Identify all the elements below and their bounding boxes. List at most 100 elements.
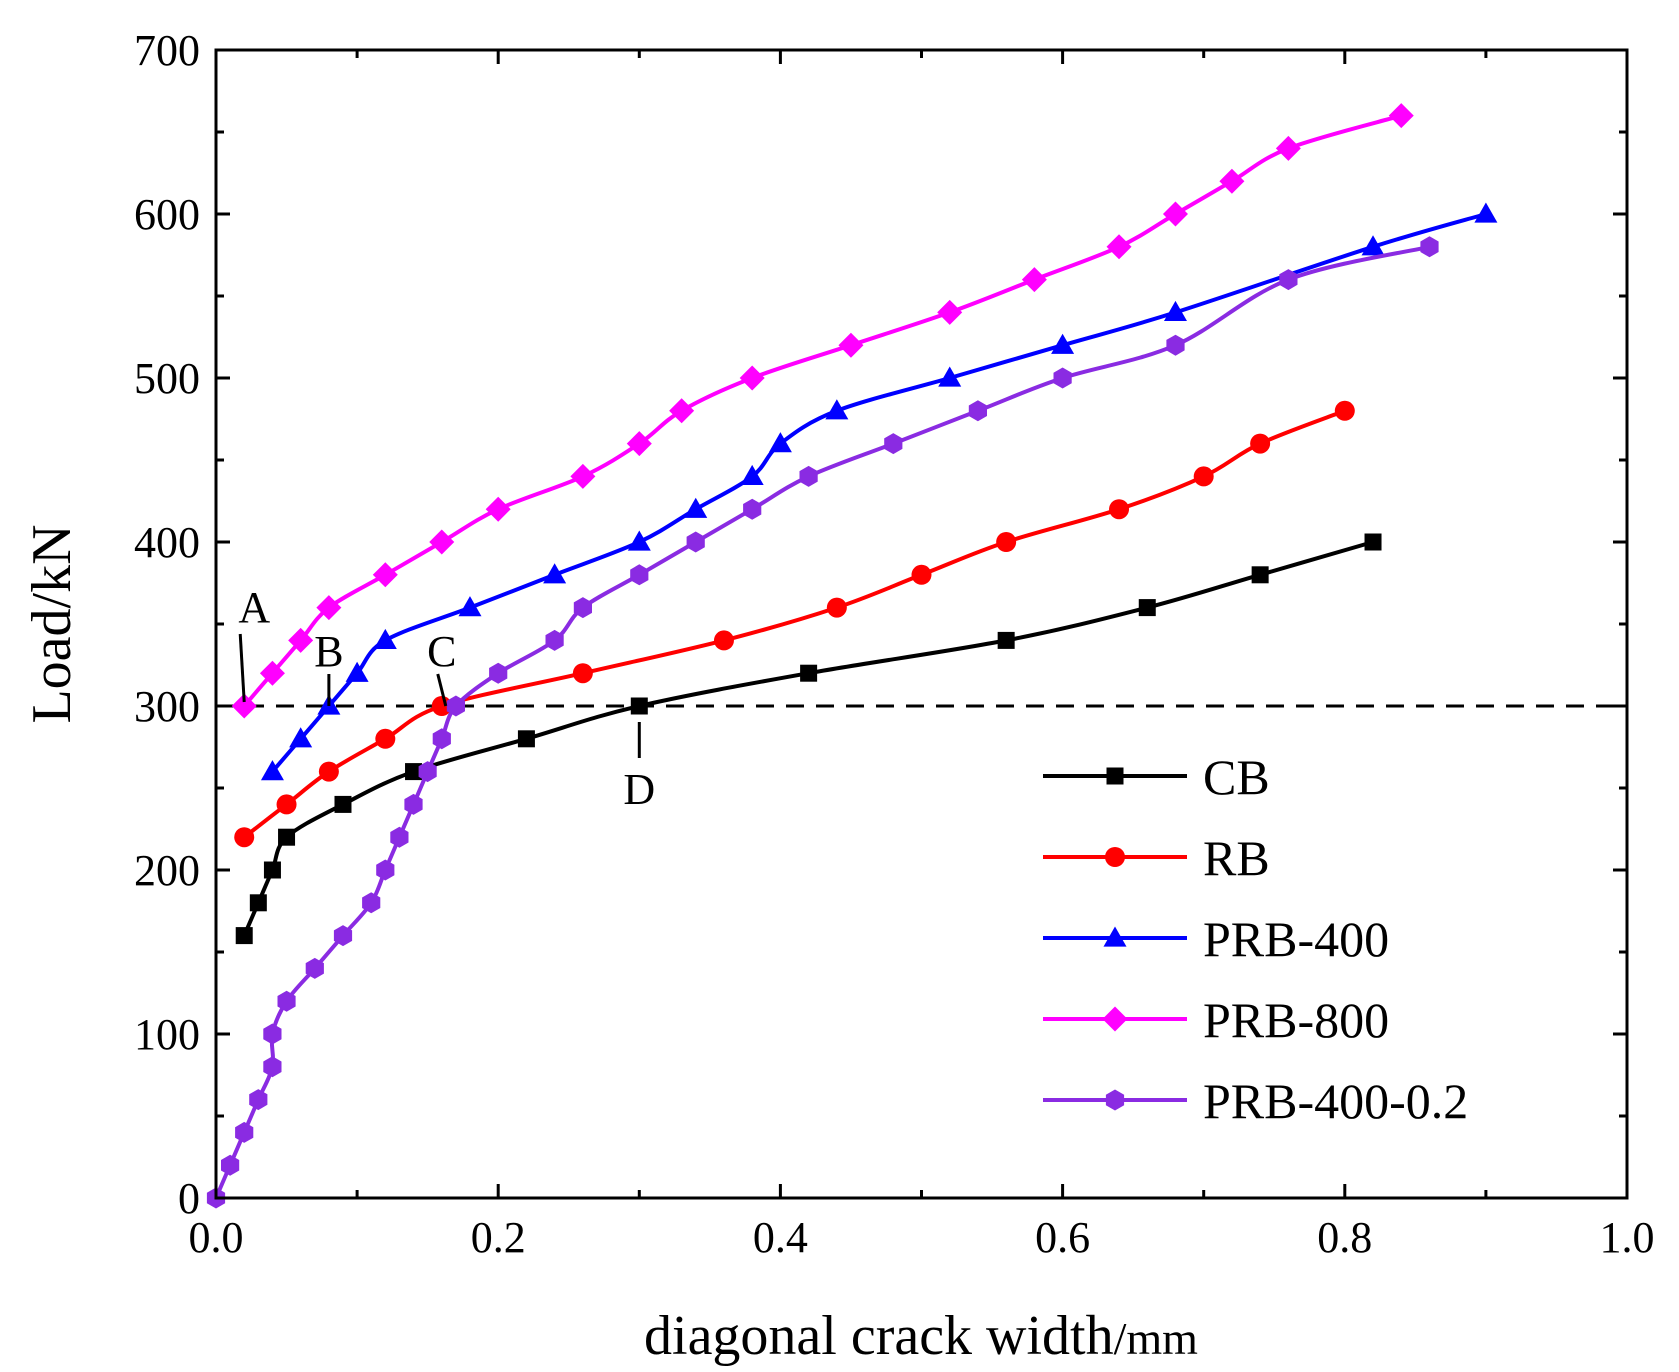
annotation-label-c: C xyxy=(427,627,456,676)
series-line-prb-400-0.2 xyxy=(214,244,1430,1199)
data-point-cb xyxy=(800,664,818,682)
data-point-rb xyxy=(1109,499,1130,520)
series-line-rb xyxy=(242,408,1346,839)
legend-item-cb: CB xyxy=(1043,749,1270,805)
series-cb xyxy=(235,533,1382,945)
data-point-prb-800 xyxy=(485,496,511,522)
data-point-rb xyxy=(1250,433,1271,454)
data-point-prb-400 xyxy=(684,497,708,518)
data-point-prb-800 xyxy=(1219,168,1245,194)
data-point-prb-800 xyxy=(372,562,398,588)
data-point-prb-400 xyxy=(740,464,764,486)
annotation-label-d: D xyxy=(623,765,655,814)
data-point-prb-400-0.2 xyxy=(263,1023,282,1045)
series-prb-400 xyxy=(260,202,1498,781)
legend-item-prb-400: PRB-400 xyxy=(1043,911,1389,967)
data-point-prb-400-0.2 xyxy=(362,892,381,914)
data-point-prb-400-0.2 xyxy=(390,826,409,848)
data-point-prb-800 xyxy=(1106,234,1132,260)
data-point-prb-400-0.2 xyxy=(305,957,324,979)
data-point-prb-400-0.2 xyxy=(743,498,762,520)
data-point-rb xyxy=(318,761,339,782)
data-point-prb-400-0.2 xyxy=(799,465,818,487)
data-point-prb-400-0.2 xyxy=(1053,367,1072,389)
data-point-prb-800 xyxy=(316,595,342,621)
x-axis-title-main: diagonal crack width xyxy=(644,1305,1114,1367)
x-axis-title: diagonal crack width/mm xyxy=(644,1305,1198,1367)
data-point-prb-400 xyxy=(289,727,313,748)
data-point-prb-400-0.2 xyxy=(489,662,508,684)
data-point-rb xyxy=(572,663,593,684)
y-tick-label: 500 xyxy=(134,354,200,403)
data-point-prb-800 xyxy=(1021,267,1047,293)
legend-marker-cb xyxy=(1106,767,1124,785)
legend-label-rb: RB xyxy=(1203,830,1270,886)
data-point-prb-400-0.2 xyxy=(545,629,564,651)
legend-marker-rb xyxy=(1105,847,1125,867)
data-point-prb-800 xyxy=(838,332,864,358)
data-point-prb-400-0.2 xyxy=(249,1089,268,1111)
data-point-prb-400 xyxy=(1051,333,1075,354)
data-point-prb-400 xyxy=(1163,300,1187,322)
data-point-prb-400 xyxy=(627,530,651,551)
annotation-leader-c xyxy=(436,673,448,707)
data-point-prb-800 xyxy=(626,431,652,457)
y-tick-label: 700 xyxy=(134,26,200,75)
x-tick-label: 0.0 xyxy=(189,1213,244,1262)
data-point-prb-800 xyxy=(231,693,257,719)
data-point-prb-400-0.2 xyxy=(404,793,423,815)
data-point-prb-800 xyxy=(739,365,765,391)
data-point-prb-400 xyxy=(373,628,397,650)
y-tick-label: 100 xyxy=(134,1010,200,1059)
data-point-rb xyxy=(713,630,734,651)
annotation-label-b: B xyxy=(314,627,343,676)
data-point-cb xyxy=(334,795,352,813)
data-point-prb-400-0.2 xyxy=(235,1121,254,1143)
data-point-prb-400-0.2 xyxy=(221,1154,240,1176)
data-point-prb-400 xyxy=(1361,235,1385,256)
series-layer xyxy=(206,103,1498,1209)
legend-item-prb-400-0.2: PRB-400-0.2 xyxy=(1043,1073,1468,1129)
data-point-prb-400-0.2 xyxy=(1166,334,1185,356)
y-tick-label: 600 xyxy=(134,190,200,239)
legend-item-rb: RB xyxy=(1043,830,1270,886)
axis-layer: 0.0 0.2 0.4 0.6 0.8 1.0 0 100 200 300 400 500 600 700 xyxy=(134,26,1655,1262)
data-point-rb xyxy=(431,696,452,716)
series-prb-400-0.2 xyxy=(206,236,1439,1209)
annotation-c: C xyxy=(427,627,456,707)
legend: CB RB PRB-400 PRB-800 PRB-400-0.2 xyxy=(1043,749,1468,1129)
data-point-prb-400 xyxy=(260,760,284,781)
data-point-cb xyxy=(517,730,535,748)
data-point-prb-800 xyxy=(570,463,596,489)
data-point-prb-400-0.2 xyxy=(884,433,903,455)
legend-label-prb-400: PRB-400 xyxy=(1203,911,1389,967)
data-point-prb-800 xyxy=(1275,135,1301,161)
series-line-prb-800 xyxy=(242,113,1402,708)
x-tick-label: 0.4 xyxy=(753,1213,808,1262)
data-point-prb-400 xyxy=(543,563,567,584)
legend-marker-prb-400-0.2 xyxy=(1105,1089,1125,1111)
annotation-label-a: A xyxy=(238,583,270,632)
annotation-a: A xyxy=(238,583,270,703)
data-point-prb-800 xyxy=(1162,201,1188,227)
data-point-prb-400-0.2 xyxy=(333,925,353,947)
data-point-rb xyxy=(1334,400,1355,421)
data-point-prb-400-0.2 xyxy=(630,564,649,586)
legend-label-prb-400-0.2: PRB-400-0.2 xyxy=(1203,1073,1468,1129)
data-point-prb-800 xyxy=(288,627,314,653)
data-point-cb xyxy=(1364,533,1382,551)
y-tick-label: 200 xyxy=(134,846,200,895)
data-point-prb-400-0.2 xyxy=(1279,269,1298,291)
legend-label-prb-800: PRB-800 xyxy=(1203,992,1389,1048)
y-tick-label: 0 xyxy=(178,1174,200,1223)
data-point-cb xyxy=(405,763,423,781)
data-point-cb xyxy=(1251,566,1269,584)
annotation-b: B xyxy=(314,627,344,706)
data-point-prb-400-0.2 xyxy=(686,531,705,553)
data-point-rb xyxy=(826,597,847,618)
annotation-layer: AB C D xyxy=(238,583,655,814)
data-point-cb xyxy=(235,927,253,945)
data-point-rb xyxy=(1193,466,1214,487)
y-tick-label: 400 xyxy=(134,518,200,567)
